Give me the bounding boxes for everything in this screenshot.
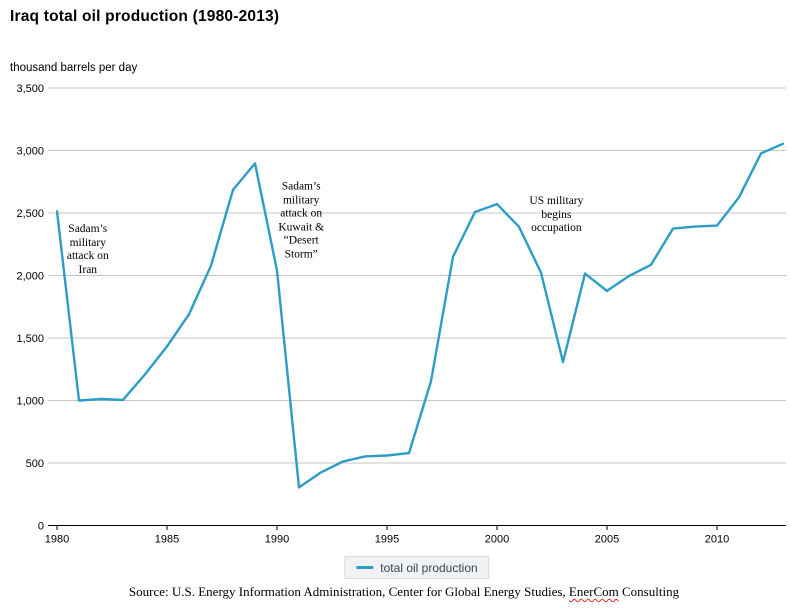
x-axis-tick-label: 2010 <box>705 534 729 546</box>
x-axis-tick-label: 1995 <box>375 534 399 546</box>
y-axis-tick-label: 1,500 <box>16 333 44 345</box>
source-text-prefix: Source: U.S. Energy Information Administ… <box>128 584 569 599</box>
production-line <box>55 142 785 489</box>
y-axis-tick-label: 2,500 <box>16 208 44 220</box>
x-axis-tick-label: 2000 <box>485 534 509 546</box>
legend[interactable]: total oil production <box>344 556 490 579</box>
chart-title: Iraq total oil production (1980-2013) <box>10 8 280 25</box>
x-axis-tick-label: 2005 <box>595 534 619 546</box>
source-text-suffix: Consulting <box>618 584 680 599</box>
legend-label: total oil production <box>380 560 478 575</box>
y-axis-units-label: thousand barrels per day <box>10 62 138 74</box>
event-annotation: Sadam’s military attack on Kuwait & “Des… <box>278 180 325 261</box>
x-axis-tick-label: 1980 <box>45 534 69 546</box>
legend-line-swatch <box>356 566 374 569</box>
source-misspelled-word: EnerCom <box>568 584 619 599</box>
event-annotation: US military begins occupation <box>529 194 584 234</box>
x-axis-tick-label: 1990 <box>265 534 289 546</box>
y-axis-tick-label: 500 <box>26 458 44 470</box>
x-axis-tick-label: 1985 <box>155 534 179 546</box>
event-annotation: Sadam’s military attack on Iran <box>66 223 109 276</box>
y-axis-tick-label: 1,000 <box>16 396 44 408</box>
y-axis-tick-label: 3,000 <box>16 146 44 158</box>
y-axis-tick-label: 2,000 <box>16 271 44 283</box>
y-axis-tick-label: 3,500 <box>16 83 44 95</box>
y-axis-tick-label: 0 <box>38 521 44 533</box>
source-note: Source: U.S. Energy Information Administ… <box>129 584 679 600</box>
